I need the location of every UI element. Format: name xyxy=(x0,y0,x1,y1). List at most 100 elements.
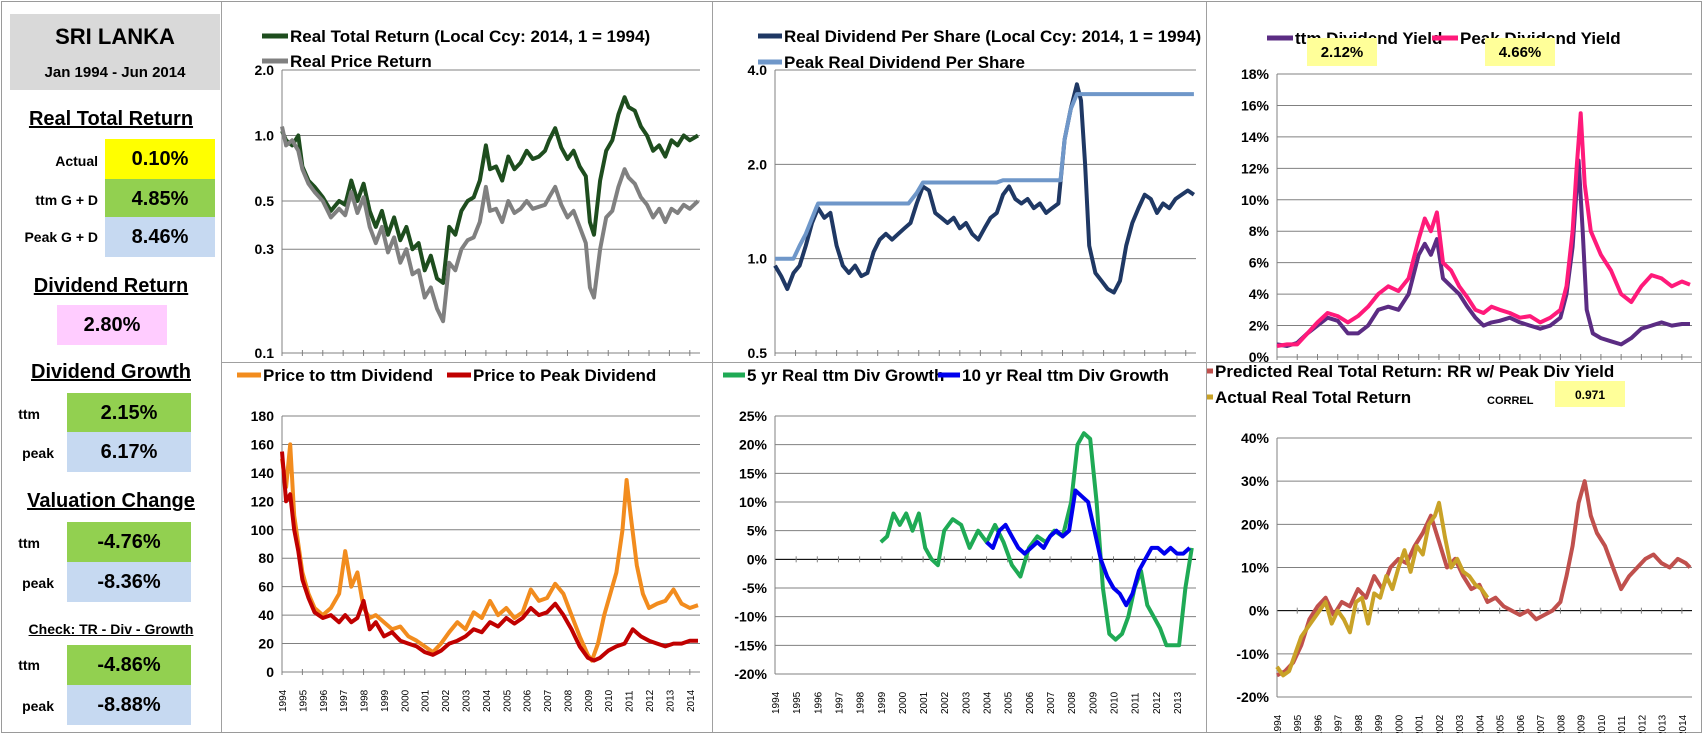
x-tick-label: 1994 xyxy=(771,691,782,714)
x-tick-label: 2012 xyxy=(1152,691,1163,714)
x-tick-label: 2008 xyxy=(1556,714,1567,733)
x-tick-label: 1996 xyxy=(1313,714,1324,733)
y-tick-label: 20 xyxy=(258,636,274,652)
actual-value: 0.10% xyxy=(105,139,215,179)
y-tick-label: 15% xyxy=(739,465,768,481)
y-tick-label: -20% xyxy=(734,666,767,682)
y-tick-label: 4% xyxy=(1249,286,1270,302)
check-peak-label: peak xyxy=(22,698,54,714)
x-tick-label: 2007 xyxy=(1536,714,1547,733)
y-tick-label: 0 xyxy=(266,664,274,680)
x-tick-label: 2000 xyxy=(400,689,411,712)
y-tick-label: 40 xyxy=(258,607,274,623)
y-tick-label: 0.5 xyxy=(748,345,768,361)
x-tick-label: 2010 xyxy=(604,689,615,712)
y-tick-label: 80 xyxy=(258,550,274,566)
legend-label: Predicted Real Total Return: RR w/ Peak … xyxy=(1215,363,1614,381)
y-tick-label: 100 xyxy=(251,522,275,538)
y-tick-label: 10% xyxy=(1241,560,1270,576)
y-tick-label: 2.0 xyxy=(748,156,768,172)
x-tick-label: 2010 xyxy=(1109,691,1120,714)
vc-ttm-value: -4.76% xyxy=(67,522,191,562)
y-tick-label: 20% xyxy=(739,437,768,453)
series-line-2 xyxy=(775,92,1194,261)
y-tick-label: -20% xyxy=(1236,689,1269,705)
x-tick-label: 1996 xyxy=(319,689,330,712)
y-tick-label: 140 xyxy=(251,465,275,481)
legend-label: Price to Peak Dividend xyxy=(473,366,656,385)
y-tick-label: 1.0 xyxy=(255,127,275,143)
x-tick-label: 2000 xyxy=(1394,714,1405,733)
legend-label: Real Total Return (Local Ccy: 2014, 1 = … xyxy=(290,27,650,46)
y-tick-label: 120 xyxy=(251,493,275,509)
x-tick-label: 1997 xyxy=(1334,714,1345,733)
x-tick-label: 1999 xyxy=(380,689,391,712)
legend-label: Actual Real Total Return xyxy=(1215,388,1411,407)
x-tick-label: 2008 xyxy=(563,689,574,712)
series-line-2 xyxy=(280,451,698,663)
y-tick-label: 0.3 xyxy=(255,241,275,257)
check-peak-value: -8.88% xyxy=(67,685,191,725)
peak-gd-label: Peak G + D xyxy=(24,229,98,245)
y-tick-label: 10% xyxy=(739,494,768,510)
x-tick-label: 1999 xyxy=(877,691,888,714)
check-ttm-label: ttm xyxy=(18,657,40,673)
yield-badge-value: 4.66% xyxy=(1499,44,1542,61)
correl-label: CORREL xyxy=(1487,395,1534,407)
x-tick-label: 2014 xyxy=(1678,714,1689,733)
x-tick-label: 2001 xyxy=(1415,714,1426,733)
y-tick-label: 6% xyxy=(1249,255,1270,271)
ttm-gd-value: 4.85% xyxy=(105,179,215,219)
x-tick-label: 2013 xyxy=(1658,714,1669,733)
correl-badge xyxy=(1555,381,1625,407)
x-tick-label: 2009 xyxy=(1088,691,1099,714)
x-tick-label: 2002 xyxy=(940,691,951,714)
y-tick-label: 18% xyxy=(1241,66,1270,82)
series-line-2 xyxy=(1276,111,1691,348)
x-tick-label: 2005 xyxy=(1004,691,1015,714)
real-total-return-chart: 0.10.30.51.02.01994199519961997199819992… xyxy=(255,27,700,361)
divider xyxy=(221,2,222,732)
x-tick-label: 2010 xyxy=(1597,714,1608,733)
x-tick-label: 2013 xyxy=(665,689,676,712)
yield-badge xyxy=(1307,38,1377,66)
y-tick-label: 4.0 xyxy=(748,62,768,78)
x-tick-label: 2005 xyxy=(502,689,513,712)
series-line-2 xyxy=(1275,500,1490,678)
x-tick-label: 2011 xyxy=(625,690,636,712)
x-tick-label: 1997 xyxy=(834,691,845,714)
y-tick-label: -5% xyxy=(742,580,767,596)
series-line-2 xyxy=(985,488,1192,608)
dividend-return-value: 2.80% xyxy=(57,305,167,345)
x-tick-label: 2007 xyxy=(543,689,554,712)
divider xyxy=(712,2,713,732)
y-tick-label: 1.0 xyxy=(748,251,768,267)
x-tick-label: 2007 xyxy=(1046,691,1057,714)
y-tick-label: -15% xyxy=(734,637,767,653)
yield-badge xyxy=(1485,38,1555,66)
legend-label: Price to ttm Dividend xyxy=(263,366,433,385)
x-tick-label: 2011 xyxy=(1131,692,1142,714)
vc-peak-value: -8.36% xyxy=(67,562,191,602)
check-ttm-value: -4.86% xyxy=(67,645,191,685)
series-line-1 xyxy=(879,431,1194,648)
dg-ttm-label: ttm xyxy=(18,406,40,422)
y-tick-label: 10% xyxy=(1241,192,1270,208)
x-tick-label: 1994 xyxy=(1273,714,1284,733)
dividend-return-heading: Dividend Return xyxy=(33,275,189,297)
check-heading: Check: TR - Div - Growth xyxy=(28,621,194,637)
x-tick-label: 2009 xyxy=(584,689,595,712)
real-dividend-per-share-chart: 0.51.02.04.01994199519961997199819992000… xyxy=(748,27,1202,361)
price-to-dividend-chart: 0 20 40 60 80 100 120 140 160 180 1994 1995 1996 1997… xyxy=(237,366,700,712)
x-tick-label: 1995 xyxy=(792,691,803,714)
x-tick-label: 1998 xyxy=(856,691,867,714)
x-tick-label: 2006 xyxy=(1516,714,1527,733)
y-tick-label: 0% xyxy=(747,551,768,567)
x-tick-label: 1994 xyxy=(278,689,289,712)
y-tick-label: 2.0 xyxy=(255,62,275,78)
x-tick-label: 2009 xyxy=(1577,714,1588,733)
x-tick-label: 1997 xyxy=(339,689,350,712)
vc-peak-label: peak xyxy=(22,575,54,591)
x-tick-label: 2003 xyxy=(462,689,473,712)
